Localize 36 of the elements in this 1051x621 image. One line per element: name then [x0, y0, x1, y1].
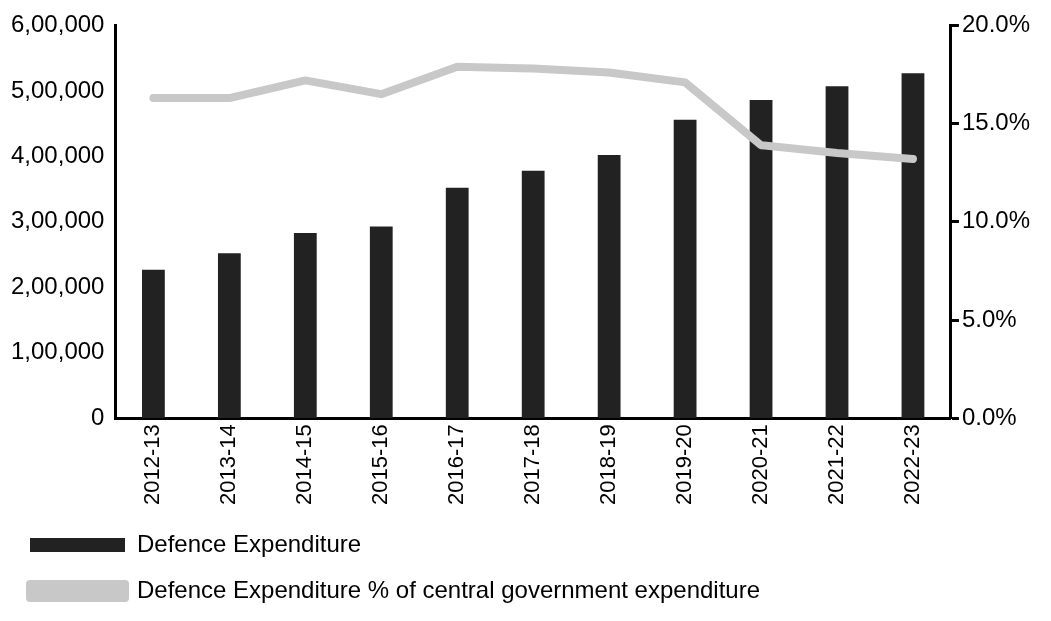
bar: [445, 187, 469, 419]
x-tick-label: 2013-14: [215, 424, 241, 506]
x-tick-label: 2016-17: [443, 424, 469, 506]
bar: [521, 170, 545, 419]
bar: [749, 100, 773, 419]
y-tick-label: 5,00,000: [11, 75, 105, 103]
y2-tick-label: 0.0%: [961, 402, 1017, 430]
x-tick-label: 2021-22: [823, 424, 849, 506]
bar: [673, 119, 697, 419]
x-tick-label: 2015-16: [367, 424, 393, 506]
x-tick-label: 2012-13: [139, 424, 165, 506]
y-tick-label: 3,00,000: [11, 206, 105, 234]
bar: [825, 86, 849, 419]
y2-tick-label: 15.0%: [961, 108, 1031, 136]
y2-tick-label: 20.0%: [961, 10, 1031, 38]
x-tick-label: 2019-20: [671, 424, 697, 506]
bar: [293, 232, 317, 419]
y2-tick-label: 10.0%: [961, 206, 1031, 234]
legend-label: Defence Expenditure % of central government expenditure: [137, 575, 761, 603]
x-tick-label: 2022-23: [899, 424, 925, 506]
bar: [369, 226, 393, 419]
y-tick-label: 0: [91, 402, 105, 430]
y-tick-label: 1,00,000: [11, 337, 105, 365]
bar: [901, 73, 925, 419]
y-tick-label: 2,00,000: [11, 271, 105, 299]
bar: [142, 269, 165, 419]
x-tick-label: 2017-18: [519, 424, 545, 506]
bar: [597, 155, 621, 419]
x-tick-label: 2014-15: [291, 424, 317, 506]
y-tick-label: 4,00,000: [11, 140, 105, 168]
bar: [217, 253, 241, 419]
legend-label: Defence Expenditure: [137, 529, 362, 557]
x-tick-label: 2018-19: [595, 424, 621, 506]
y-tick-label: 6,00,000: [11, 10, 105, 38]
y2-tick-label: 5.0%: [961, 304, 1017, 332]
x-tick-label: 2020-21: [747, 424, 773, 506]
